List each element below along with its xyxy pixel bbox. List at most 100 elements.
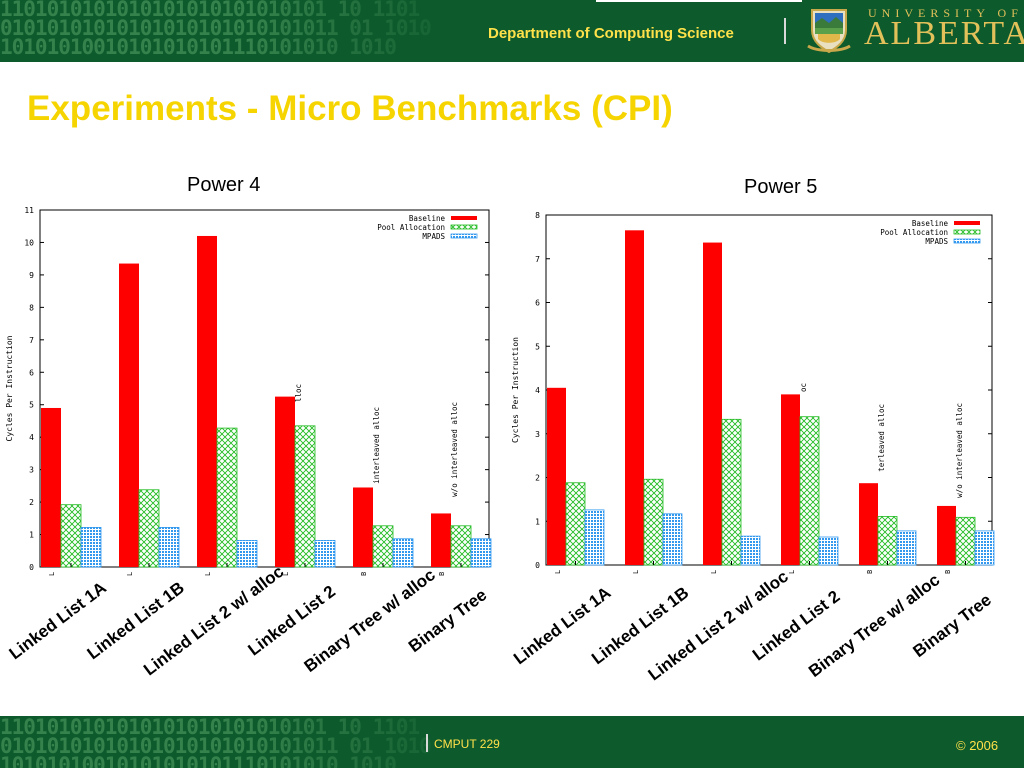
x-tick-label: L	[204, 572, 212, 576]
bar-pool-allocation	[450, 525, 472, 568]
header-accent-line	[596, 0, 802, 2]
y-tick-label: 5	[535, 342, 540, 351]
y-tick-label: 7	[535, 255, 540, 264]
bar-baseline	[547, 387, 566, 565]
y-tick-label: 1	[535, 517, 540, 526]
legend-swatch-baseline	[954, 221, 980, 225]
bar-mpads	[896, 530, 917, 566]
y-tick-label: 1	[29, 531, 34, 540]
y-tick-label: 11	[24, 206, 34, 215]
y-tick-label: 10	[24, 238, 34, 247]
bar-baseline	[859, 483, 878, 565]
course-code: CMPUT 229	[434, 737, 500, 751]
category-label: Binary Tree w/ alloc	[301, 565, 439, 676]
bar-baseline	[197, 235, 217, 568]
bar-pool-allocation	[643, 478, 664, 566]
bar-pool-allocation	[721, 418, 742, 566]
y-axis-label: Cycles Per Instruction	[511, 337, 520, 443]
legend-swatch-mpads	[450, 233, 478, 239]
university-name: ALBERTA	[864, 15, 1024, 52]
y-tick-label: 7	[29, 336, 34, 345]
y-tick-label: 4	[29, 433, 34, 442]
y-tick-label: 6	[535, 299, 540, 308]
x-tick-label: L	[126, 572, 134, 576]
x-tick-label: L	[788, 570, 796, 574]
bar-annotation: terleaved alloc	[877, 404, 886, 472]
university-label: UNIVERSITY OF	[868, 6, 1023, 20]
footer-accent-line	[596, 714, 802, 716]
bar-annotation: interleaved alloc	[372, 407, 381, 484]
x-tick-label: B	[866, 570, 874, 574]
bar-mpads	[974, 530, 995, 566]
category-label: Binary Tree w/ alloc	[805, 570, 943, 681]
y-tick-label: 6	[29, 368, 34, 377]
y-tick-label: 2	[29, 498, 34, 507]
y-tick-label: 5	[29, 401, 34, 410]
bar-pool-allocation	[138, 489, 160, 568]
slide-header: 1101010101010101010101010101 10 1101 010…	[0, 0, 1024, 62]
legend-label-pool-allocation: Pool Allocation	[880, 228, 948, 237]
legend-label-mpads: MPADS	[925, 237, 948, 246]
bar-pool-allocation	[877, 516, 898, 566]
copyright: © 2006	[956, 738, 999, 753]
bar-pool-allocation	[799, 416, 820, 566]
y-tick-label: 9	[29, 271, 34, 280]
y-tick-label: 3	[29, 466, 34, 475]
bar-baseline	[353, 487, 373, 567]
category-label: Linked List 2 w/ alloc	[645, 567, 792, 685]
header-divider	[784, 18, 786, 44]
bar-baseline	[781, 394, 800, 565]
bar-pool-allocation	[565, 482, 586, 566]
footer-fade	[250, 716, 490, 768]
bar-annotation: w/o interleaved alloc	[955, 403, 964, 498]
chart-title-power4: Power 4	[187, 174, 261, 196]
bar-mpads	[158, 527, 180, 568]
bar-pool-allocation	[294, 425, 316, 568]
bar-baseline	[937, 505, 956, 565]
plot-frame	[545, 214, 993, 566]
slide-footer: 1101010101010101010101010101 10 1101 010…	[0, 716, 1024, 768]
bar-mpads	[80, 527, 102, 568]
x-tick-label: B	[438, 572, 446, 576]
x-tick-label: L	[554, 570, 562, 574]
bar-mpads	[236, 539, 258, 568]
legend-swatch-pool-allocation	[450, 224, 478, 230]
y-tick-label: 3	[535, 430, 540, 439]
bar-pool-allocation	[955, 516, 976, 566]
bar-mpads	[662, 513, 683, 566]
bar-baseline	[625, 230, 644, 565]
bar-mpads	[584, 509, 605, 566]
y-tick-label: 8	[535, 211, 540, 220]
x-tick-label: L	[48, 572, 56, 576]
legend-label-pool-allocation: Pool Allocation	[377, 223, 445, 232]
y-tick-label: 8	[29, 303, 34, 312]
bar-baseline	[703, 242, 722, 565]
bar-baseline	[41, 407, 61, 567]
y-axis-label: Cycles Per Instruction	[5, 335, 14, 441]
legend-label-baseline: Baseline	[912, 219, 949, 228]
x-tick-label: L	[282, 572, 290, 576]
university-crest-icon	[807, 9, 851, 54]
legend-label-baseline: Baseline	[409, 214, 446, 223]
category-label: Linked List 2 w/ alloc	[140, 562, 287, 680]
y-tick-label: 4	[535, 386, 540, 395]
chart-title-power5: Power 5	[744, 176, 818, 198]
x-tick-label: B	[360, 572, 368, 576]
bar-mpads	[818, 536, 839, 566]
department-name: Department of Computing Science	[488, 25, 734, 42]
x-tick-label: B	[944, 570, 952, 574]
slide-title: Experiments - Micro Benchmarks (CPI)	[27, 89, 673, 128]
bar-mpads	[740, 535, 761, 566]
bar-pool-allocation	[216, 427, 238, 568]
x-tick-label: L	[632, 570, 640, 574]
y-tick-label: 0	[535, 561, 540, 570]
plot-frame	[39, 209, 490, 568]
bar-baseline	[275, 396, 295, 567]
bar-baseline	[119, 263, 139, 567]
legend-swatch-mpads	[953, 238, 981, 244]
bar-mpads	[470, 538, 492, 568]
y-tick-label: 2	[535, 474, 540, 483]
bar-annotation: oc	[799, 383, 808, 392]
